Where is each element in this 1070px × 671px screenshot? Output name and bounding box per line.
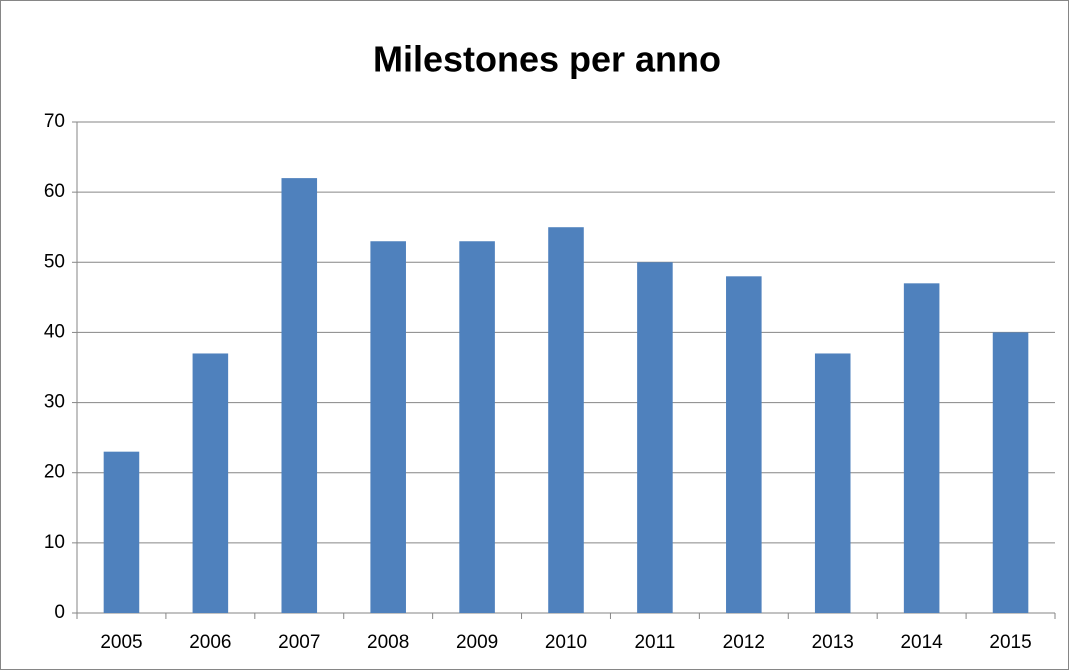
x-tick-label: 2013 (812, 632, 854, 653)
y-tick-label: 20 (44, 462, 65, 483)
x-tick-label: 2008 (367, 632, 409, 653)
bar (103, 451, 140, 613)
bar (814, 353, 851, 613)
bar (281, 178, 318, 613)
bar (192, 353, 229, 613)
y-tick-label: 70 (44, 111, 65, 132)
x-tick-label: 2006 (189, 632, 231, 653)
y-tick-label: 40 (44, 321, 65, 342)
y-tick-label: 50 (44, 251, 65, 272)
x-tick-label: 2014 (900, 632, 943, 653)
bar (726, 276, 762, 613)
x-tick-label: 2010 (545, 632, 587, 653)
bar (370, 241, 406, 613)
y-tick-label: 10 (44, 532, 65, 553)
bar (459, 241, 495, 613)
x-tick-label: 2005 (100, 632, 142, 653)
y-tick-label: 0 (54, 602, 65, 623)
x-tick-label: 2011 (634, 632, 675, 653)
bar (637, 262, 673, 613)
bar (903, 283, 940, 613)
x-tick-label: 2009 (456, 632, 498, 653)
x-tick-label: 2007 (278, 632, 320, 653)
y-tick-label: 30 (44, 392, 65, 413)
y-tick-label: 60 (44, 181, 65, 202)
x-tick-label: 2012 (723, 632, 765, 653)
x-tick-label: 2015 (989, 632, 1031, 653)
bar (548, 227, 584, 613)
bar (992, 332, 1029, 613)
chart-title: Milestones per anno (373, 39, 721, 80)
